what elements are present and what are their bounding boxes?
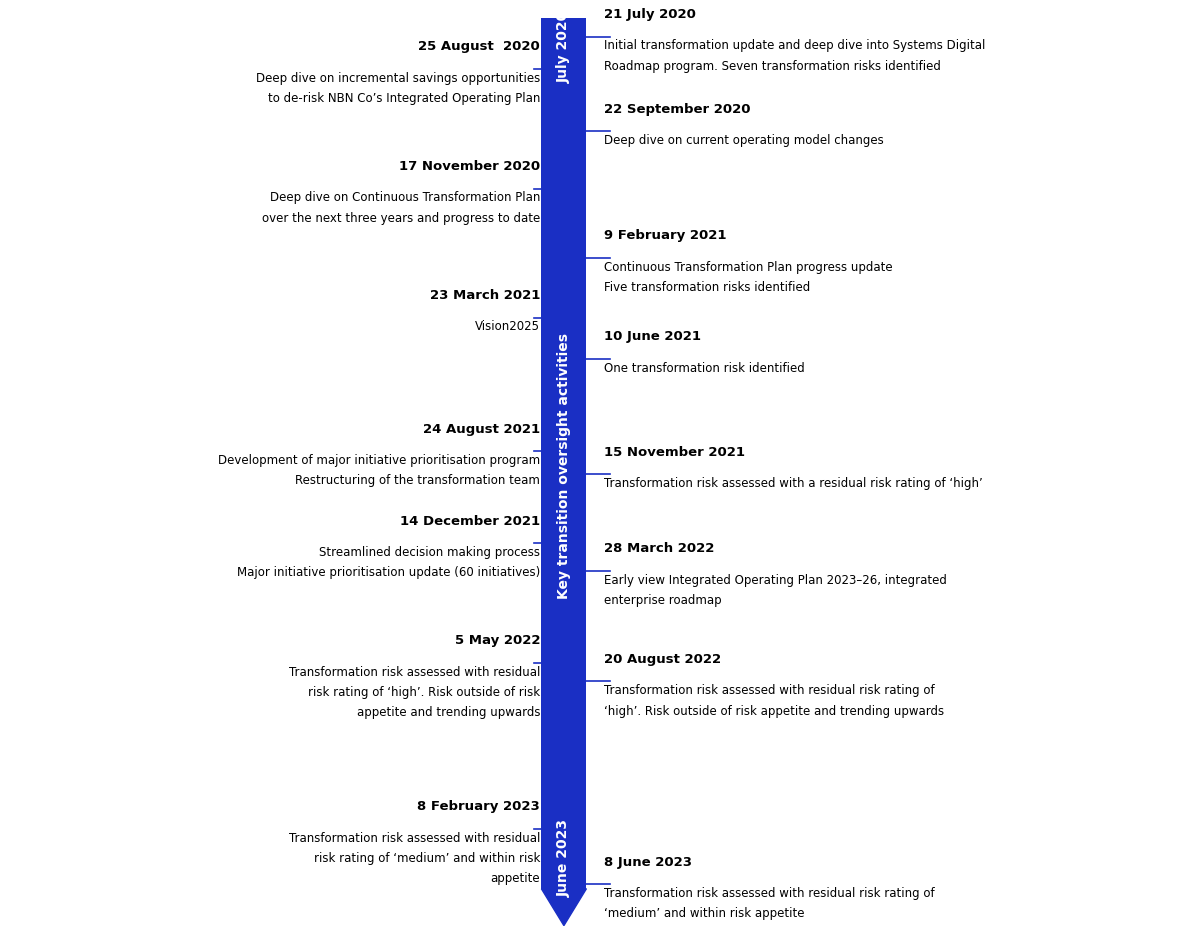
Text: risk rating of ‘high’. Risk outside of risk: risk rating of ‘high’. Risk outside of r… <box>309 685 540 698</box>
Text: Roadmap program. Seven transformation risks identified: Roadmap program. Seven transformation ri… <box>604 59 941 72</box>
Text: Initial transformation update and deep dive into Systems Digital: Initial transformation update and deep d… <box>604 40 985 53</box>
Text: 15 November 2021: 15 November 2021 <box>604 445 745 458</box>
Text: Early view Integrated Operating Plan 2023–26, integrated: Early view Integrated Operating Plan 202… <box>604 573 947 586</box>
Text: Deep dive on incremental savings opportunities: Deep dive on incremental savings opportu… <box>256 71 540 84</box>
Text: 28 March 2022: 28 March 2022 <box>604 541 715 554</box>
Text: Streamlined decision making process: Streamlined decision making process <box>319 546 540 559</box>
Text: 21 July 2020: 21 July 2020 <box>604 8 696 21</box>
Text: to de-risk NBN Co’s Integrated Operating Plan: to de-risk NBN Co’s Integrated Operating… <box>268 92 540 105</box>
Text: Deep dive on Continuous Transformation Plan: Deep dive on Continuous Transformation P… <box>269 191 540 204</box>
Text: 17 November 2020: 17 November 2020 <box>399 159 540 172</box>
Polygon shape <box>541 889 586 926</box>
Text: Major initiative prioritisation update (60 initiatives): Major initiative prioritisation update (… <box>237 565 540 578</box>
Text: 9 February 2021: 9 February 2021 <box>604 229 726 242</box>
Text: enterprise roadmap: enterprise roadmap <box>604 593 722 606</box>
Text: ‘medium’ and within risk appetite: ‘medium’ and within risk appetite <box>604 907 805 920</box>
Text: Deep dive on current operating model changes: Deep dive on current operating model cha… <box>604 134 884 147</box>
Text: Five transformation risks identified: Five transformation risks identified <box>604 281 811 294</box>
Text: Vision2025: Vision2025 <box>475 320 540 333</box>
Text: Key transition oversight activities: Key transition oversight activities <box>557 333 571 598</box>
Text: appetite: appetite <box>490 871 540 884</box>
Text: 20 August 2022: 20 August 2022 <box>604 653 722 666</box>
Text: July 2020: July 2020 <box>557 11 571 83</box>
FancyBboxPatch shape <box>541 19 586 889</box>
Text: Transformation risk assessed with residual risk rating of: Transformation risk assessed with residu… <box>604 886 935 899</box>
Text: Transformation risk assessed with a residual risk rating of ‘high’: Transformation risk assessed with a resi… <box>604 476 983 489</box>
Text: 8 February 2023: 8 February 2023 <box>418 799 540 812</box>
Text: 10 June 2021: 10 June 2021 <box>604 330 702 343</box>
Text: June 2023: June 2023 <box>557 818 571 895</box>
Text: 8 June 2023: 8 June 2023 <box>604 855 692 868</box>
Text: Development of major initiative prioritisation program: Development of major initiative prioriti… <box>218 453 540 466</box>
Text: Transformation risk assessed with residual: Transformation risk assessed with residu… <box>288 831 540 844</box>
Text: 24 August 2021: 24 August 2021 <box>423 422 540 435</box>
Text: 14 December 2021: 14 December 2021 <box>400 514 540 527</box>
Text: One transformation risk identified: One transformation risk identified <box>604 362 805 375</box>
Text: Transformation risk assessed with residual risk rating of: Transformation risk assessed with residu… <box>604 683 935 696</box>
Text: Restructuring of the transformation team: Restructuring of the transformation team <box>296 474 540 487</box>
Text: Transformation risk assessed with residual: Transformation risk assessed with residu… <box>288 666 540 679</box>
Text: Continuous Transformation Plan progress update: Continuous Transformation Plan progress … <box>604 260 893 273</box>
Text: 5 May 2022: 5 May 2022 <box>455 634 540 647</box>
Text: over the next three years and progress to date: over the next three years and progress t… <box>262 211 540 224</box>
Text: risk rating of ‘medium’ and within risk: risk rating of ‘medium’ and within risk <box>313 851 540 864</box>
Text: appetite and trending upwards: appetite and trending upwards <box>357 705 540 718</box>
Text: 23 March 2021: 23 March 2021 <box>430 288 540 301</box>
Text: 25 August  2020: 25 August 2020 <box>419 40 540 53</box>
Text: ‘high’. Risk outside of risk appetite and trending upwards: ‘high’. Risk outside of risk appetite an… <box>604 704 945 717</box>
Text: 22 September 2020: 22 September 2020 <box>604 103 750 116</box>
